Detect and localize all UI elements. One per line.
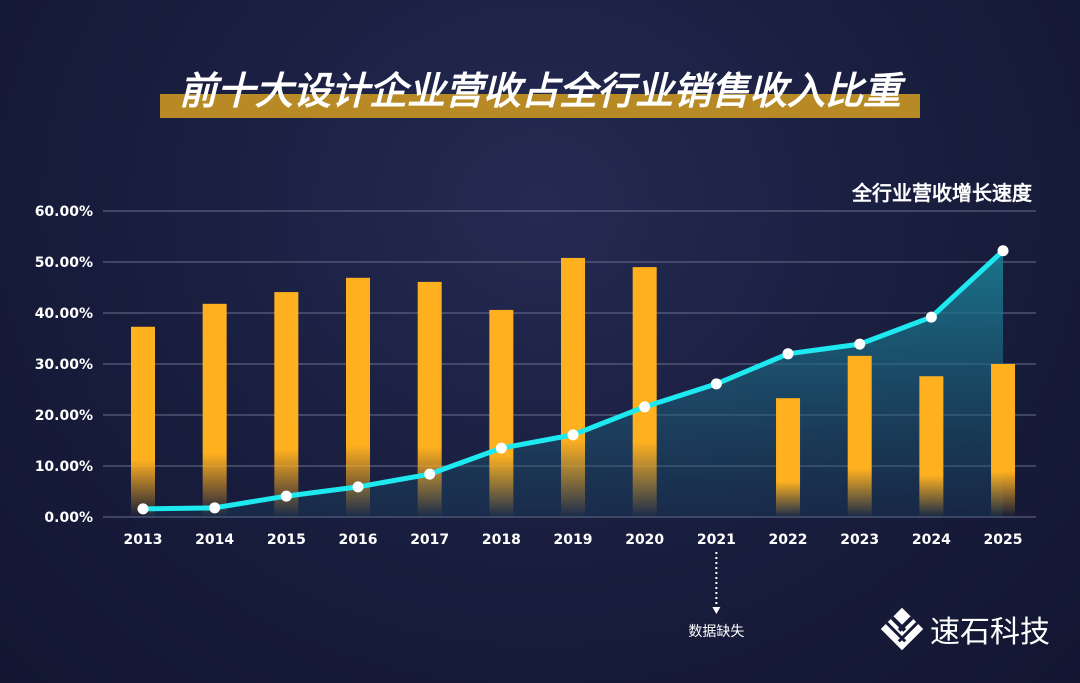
bar-2018 [489, 309, 514, 517]
bar-2020 [632, 267, 657, 517]
line-legend-label: 全行业营收增长速度 [851, 181, 1033, 205]
x-tick-label: 2014 [195, 532, 234, 548]
logo-mark-icon [880, 607, 924, 651]
x-tick-label: 2022 [769, 532, 808, 548]
bar-2015 [274, 292, 299, 517]
x-tick-label: 2025 [984, 532, 1023, 548]
x-tick-label: 2015 [267, 532, 306, 548]
x-tick-label: 2024 [912, 532, 951, 548]
x-tick-label: 2019 [554, 532, 593, 548]
x-tick-label: 2017 [410, 532, 449, 548]
line-point-2017 [424, 468, 436, 480]
line-point-2014 [209, 502, 221, 514]
brand-name: 速石科技 [930, 615, 1050, 650]
y-tick-label: 30.00% [35, 357, 93, 373]
y-tick-label: 50.00% [35, 255, 93, 271]
bar-2013 [131, 326, 155, 517]
line-point-2020 [639, 401, 651, 413]
annotation-text: 数据缺失 [688, 624, 744, 640]
y-tick-label: 20.00% [35, 408, 93, 424]
bar-2024 [919, 376, 944, 517]
y-tick-label: 0.00% [44, 510, 93, 526]
line-point-2018 [495, 442, 507, 454]
x-tick-label: 2020 [625, 532, 664, 548]
brand-logo: 速石科技 [880, 607, 1050, 651]
x-tick-label: 2016 [339, 532, 378, 548]
line-point-2025 [997, 245, 1009, 257]
bar-2022 [776, 398, 801, 517]
line-point-2022 [782, 348, 794, 360]
line-point-2023 [854, 338, 866, 350]
bar-2014 [202, 303, 227, 517]
bar-2019 [561, 257, 586, 517]
y-tick-label: 60.00% [35, 204, 93, 220]
line-point-2024 [925, 311, 937, 323]
y-tick-label: 10.00% [35, 459, 93, 475]
line-point-2015 [280, 490, 292, 502]
line-point-2013 [137, 503, 149, 515]
missing-data-annotation: 数据缺失 [688, 552, 744, 640]
y-tick-label: 40.00% [35, 306, 93, 322]
line-point-2021 [710, 378, 722, 390]
bar-2016 [346, 277, 371, 517]
x-tick-label: 2021 [697, 532, 736, 548]
x-tick-label: 2018 [482, 532, 521, 548]
chart-title: 前十大设计企业营收占全行业销售收入比重 [179, 69, 906, 113]
x-tick-label: 2023 [840, 532, 879, 548]
line-point-2016 [352, 481, 364, 493]
bar-2025 [991, 364, 1016, 517]
bar-2017 [417, 281, 442, 517]
title-underline [160, 94, 920, 118]
bar-2023 [847, 355, 872, 517]
line-point-2019 [567, 429, 579, 441]
x-tick-label: 2013 [124, 532, 163, 548]
